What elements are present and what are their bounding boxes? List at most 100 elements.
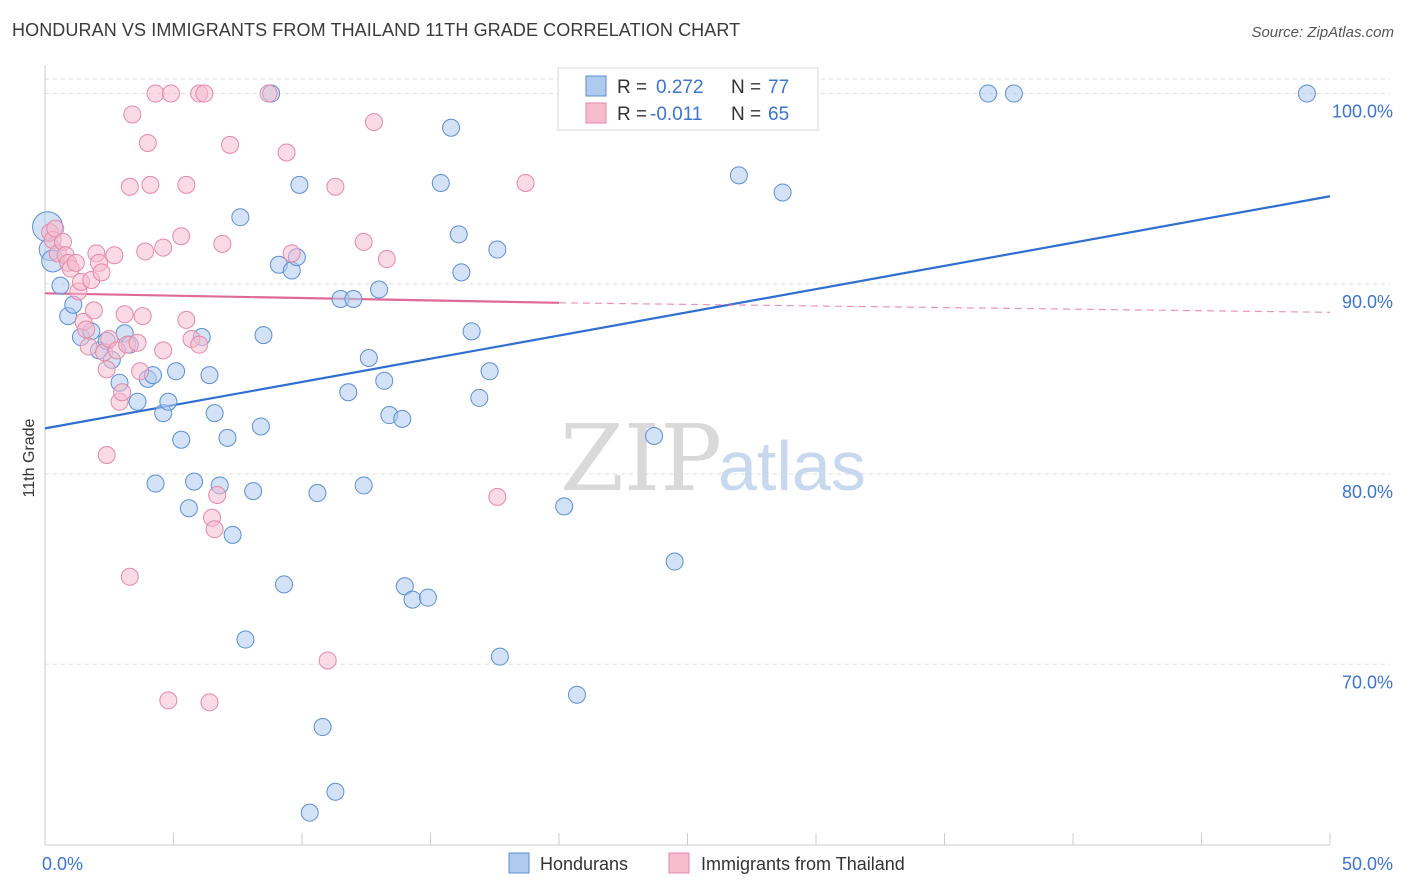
legend-r-value-2: -0.011 [650,104,702,125]
data-point [223,525,242,544]
axes [44,65,1331,846]
y-tick-label: 70.0% [1342,672,1393,692]
data-point [146,84,165,103]
data-point [218,428,237,447]
legend-swatch-thailand [585,102,607,124]
data-point [488,487,507,506]
data-point [179,499,198,518]
data-point [449,225,468,244]
data-point [92,263,111,282]
data-point [213,234,232,253]
zipatlas-watermark: ZIP atlas [560,405,866,512]
data-point [555,497,574,516]
data-point [154,238,173,257]
data-point [154,341,173,360]
data-point [470,388,489,407]
data-point [442,118,461,137]
data-point [208,485,227,504]
data-points [32,84,1316,822]
data-point [377,250,396,269]
data-point [133,307,152,326]
legend-r-label-2: R = [617,104,647,125]
data-point [128,333,147,352]
data-point [729,166,748,185]
data-point [221,135,240,154]
data-point [375,371,394,390]
tick-labels: 100.0% 90.0% 80.0% 70.0% 0.0% 50.0% [42,102,1393,874]
grid-lines [45,78,1390,665]
data-point [146,474,165,493]
watermark-zip: ZIP [560,405,722,512]
data-point [254,326,273,345]
data-point [185,472,204,491]
data-point [244,482,263,501]
data-point [177,310,196,329]
x-tick-label: 0.0% [42,854,83,874]
data-point [452,263,471,282]
series-thailand [41,84,535,712]
data-point [480,362,499,381]
stats-legend: R = 0.272 N = 77 R = -0.011 N = 65 [557,67,819,131]
data-point [393,409,412,428]
data-point [120,177,139,196]
data-point [326,177,345,196]
data-point [131,362,150,381]
data-point [205,404,224,423]
data-point [773,183,792,202]
bottom-legend-label-thailand: Immigrants from Thailand [701,854,905,874]
data-point [354,476,373,495]
data-point [516,173,535,192]
legend-n-label-1: N = [731,77,761,98]
data-point [979,84,998,103]
data-point [177,175,196,194]
data-point [418,588,437,607]
series-legend: Hondurans Immigrants from Thailand [508,852,905,874]
data-point [1004,84,1023,103]
trend-line-hondurans [44,195,1331,430]
bottom-legend-label-hondurans: Hondurans [540,854,628,874]
data-point [251,417,270,436]
data-point [190,335,209,354]
x-tick-label: 50.0% [1342,854,1393,874]
data-point [46,219,65,238]
chart-title: HONDURAN VS IMMIGRANTS FROM THAILAND 11T… [12,20,741,40]
data-point [128,392,147,411]
data-point [344,290,363,308]
y-tick-label: 90.0% [1342,292,1393,312]
legend-r-label-1: R = [617,77,647,98]
data-point [1297,84,1316,103]
data-point [167,362,186,381]
data-point [136,242,155,261]
data-point [567,685,586,704]
data-point [205,520,224,539]
data-point [200,693,219,712]
trend-lines [44,195,1331,430]
data-point [259,84,278,103]
data-point [313,718,332,737]
watermark-atlas: atlas [718,427,866,505]
data-point [359,348,378,367]
source-credit: Source: ZipAtlas.com [1251,24,1394,41]
data-point [120,567,139,586]
data-point [462,322,481,341]
data-point [339,383,358,402]
data-point [141,175,160,194]
data-point [326,782,345,801]
data-point [403,590,422,609]
data-point [300,803,319,822]
trend-line-thailand-extension [558,302,1331,313]
data-point [161,84,180,103]
data-point [290,175,309,194]
data-point [231,208,250,227]
data-point [490,647,509,666]
data-point [370,280,389,299]
legend-n-value-1: 77 [768,77,789,98]
data-point [123,105,142,124]
bottom-legend-swatch-hondurans [508,852,530,874]
data-point [113,383,132,402]
data-point [645,426,664,445]
data-point [97,360,116,379]
data-point [282,244,301,263]
data-point [195,84,214,103]
